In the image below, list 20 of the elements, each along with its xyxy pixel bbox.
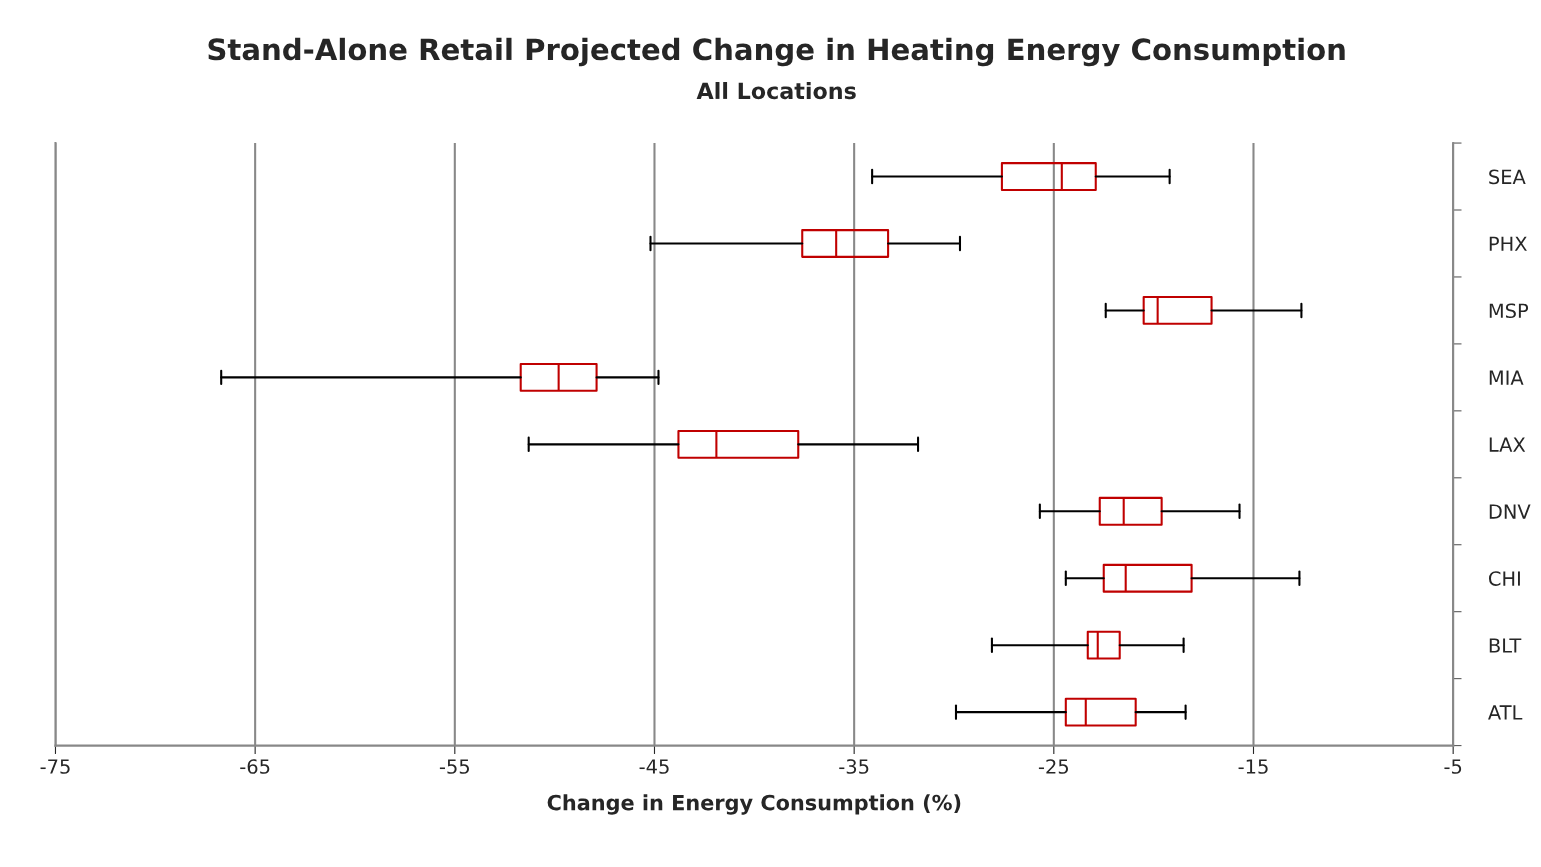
- y-tick-label: DNV: [1489, 504, 1531, 519]
- y-tick-label: PHX: [1489, 236, 1527, 251]
- x-axis-title: Change in Energy Consumption (%): [547, 794, 961, 815]
- chart-subtitle: All Locations: [696, 82, 856, 100]
- x-tick-label: -75: [40, 759, 70, 774]
- x-tick-label: -35: [839, 759, 869, 774]
- x-tick-label: -45: [639, 759, 669, 774]
- x-tick-label: -25: [1038, 759, 1069, 774]
- y-tick-label: ATL: [1488, 705, 1523, 720]
- y-tick-label: MSP: [1489, 303, 1529, 319]
- y-tick-label: SEA: [1489, 169, 1526, 185]
- y-tick-label: LAX: [1489, 437, 1526, 452]
- x-tick-label: -55: [439, 759, 469, 774]
- x-tick-label: -65: [240, 759, 270, 774]
- x-tick-label: -5: [1444, 759, 1462, 774]
- x-tick-label: -15: [1238, 759, 1268, 774]
- y-tick-label: BLT: [1489, 638, 1522, 653]
- y-tick-label: CHI: [1488, 571, 1520, 586]
- chart-title: Stand-Alone Retail Projected Change in Heating Energy Consumption: [208, 37, 1345, 67]
- y-tick-label: MIA: [1489, 370, 1524, 385]
